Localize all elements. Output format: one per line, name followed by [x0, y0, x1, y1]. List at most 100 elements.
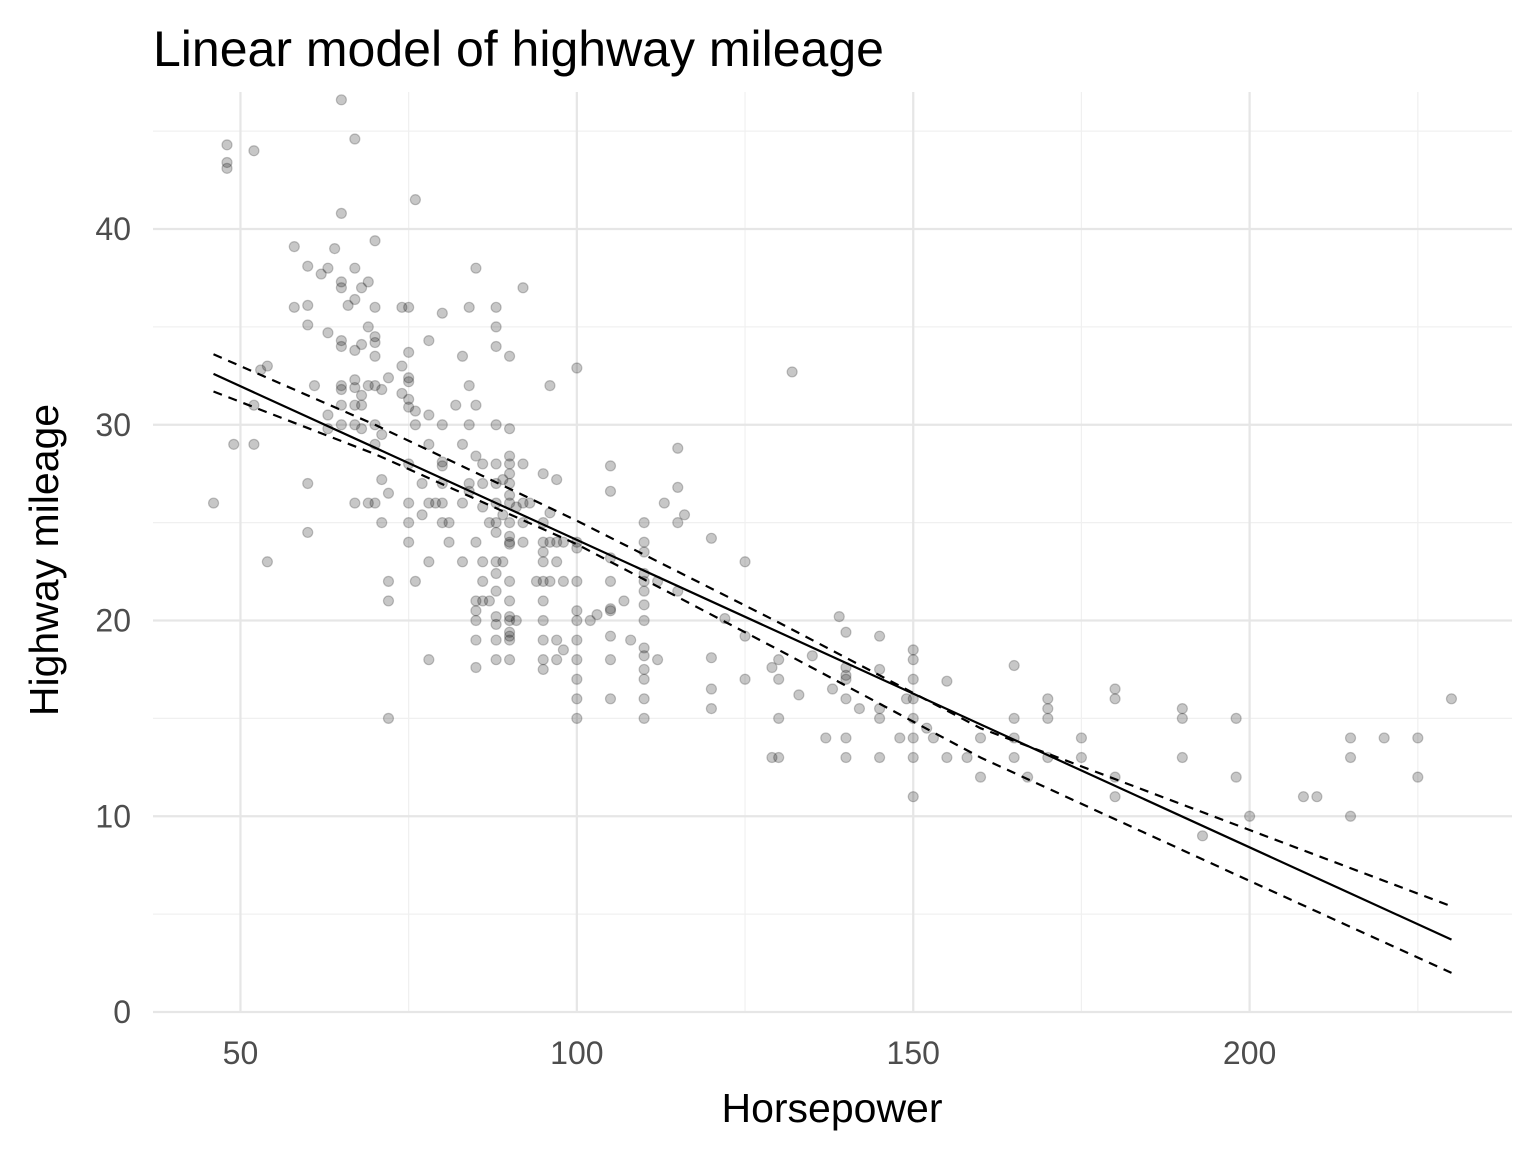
- data-point: [974, 732, 987, 744]
- data-point: [288, 301, 300, 313]
- data-point: [503, 626, 516, 638]
- data-point: [382, 575, 395, 587]
- data-point: [490, 340, 502, 353]
- data-point: [571, 575, 583, 587]
- data-point: [503, 517, 516, 529]
- data-point: [604, 460, 617, 472]
- data-point: [349, 262, 361, 274]
- data-point: [335, 383, 347, 396]
- data-point: [450, 399, 462, 411]
- data-point: [840, 751, 852, 764]
- data-point: [429, 497, 442, 509]
- data-point: [1042, 702, 1054, 715]
- data-point: [221, 156, 233, 169]
- data-point: [557, 644, 569, 656]
- data-point: [638, 712, 650, 724]
- data-point: [403, 497, 415, 509]
- data-point: [591, 609, 603, 621]
- data-point: [638, 517, 650, 529]
- data-point: [766, 661, 778, 674]
- data-point: [483, 517, 495, 529]
- data-point: [551, 473, 563, 486]
- data-point: [503, 350, 516, 362]
- data-point: [557, 536, 569, 548]
- data-point: [503, 575, 516, 587]
- data-point: [490, 458, 502, 470]
- data-point: [322, 262, 334, 274]
- data-point: [672, 481, 684, 494]
- data-point: [1244, 810, 1256, 822]
- data-point: [490, 301, 502, 313]
- data-point: [840, 693, 852, 705]
- data-point: [436, 517, 448, 529]
- data-point: [537, 614, 549, 627]
- data-point: [537, 595, 549, 607]
- data-point: [907, 644, 919, 656]
- x-tick-label: 200: [1223, 1035, 1276, 1071]
- data-point: [638, 585, 650, 597]
- x-tick-label: 150: [887, 1035, 940, 1071]
- data-point: [456, 497, 469, 509]
- data-point: [1344, 810, 1357, 822]
- data-point: [423, 438, 435, 450]
- data-point: [362, 321, 374, 333]
- data-point: [403, 536, 415, 548]
- data-point: [456, 350, 469, 362]
- data-point: [503, 489, 516, 501]
- data-point: [604, 605, 617, 617]
- data-point: [436, 460, 448, 472]
- data-point: [638, 642, 650, 654]
- data-point: [974, 771, 987, 783]
- tick-labels: 50 100 150 200 0 10 20 30 40: [95, 211, 1276, 1071]
- data-point: [369, 301, 381, 313]
- data-point: [335, 340, 347, 353]
- data-point: [826, 683, 839, 695]
- data-point: [1297, 791, 1310, 803]
- data-point: [423, 409, 435, 421]
- data-point: [382, 372, 395, 384]
- data-point: [503, 610, 516, 623]
- data-point: [571, 542, 583, 554]
- data-point: [335, 276, 347, 288]
- data-point: [773, 654, 785, 666]
- data-point: [497, 473, 509, 486]
- data-point: [1412, 732, 1424, 744]
- data-point: [483, 595, 495, 607]
- data-point: [530, 575, 543, 587]
- data-point: [840, 626, 852, 638]
- data-point: [1109, 683, 1121, 695]
- data-point: [651, 654, 664, 666]
- data-point: [907, 732, 919, 744]
- data-point: [369, 235, 381, 247]
- data-point: [423, 654, 435, 666]
- data-point: [544, 536, 556, 548]
- y-tick-label: 0: [113, 994, 131, 1030]
- data-point: [335, 419, 347, 431]
- data-point: [497, 556, 509, 568]
- data-point: [490, 517, 502, 529]
- data-point: [551, 536, 563, 548]
- data-point: [436, 307, 448, 319]
- x-axis-title: Horsepower: [721, 1085, 942, 1131]
- data-point: [302, 299, 314, 311]
- data-point: [840, 669, 852, 681]
- data-point: [705, 702, 718, 715]
- data-point: [773, 751, 785, 764]
- data-point: [308, 380, 321, 392]
- data-point: [503, 530, 516, 542]
- data-point: [490, 634, 502, 646]
- data-point: [1075, 732, 1088, 744]
- x-tick-label: 100: [550, 1035, 603, 1071]
- data-point: [403, 517, 415, 529]
- data-point: [840, 673, 852, 685]
- data-point: [490, 610, 502, 623]
- data-point: [571, 654, 583, 666]
- data-point: [604, 630, 617, 642]
- data-point: [463, 380, 475, 392]
- data-point: [349, 497, 361, 509]
- y-axis-title: Highway mileage: [21, 404, 67, 716]
- data-point: [470, 661, 482, 674]
- data-point: [1042, 693, 1054, 705]
